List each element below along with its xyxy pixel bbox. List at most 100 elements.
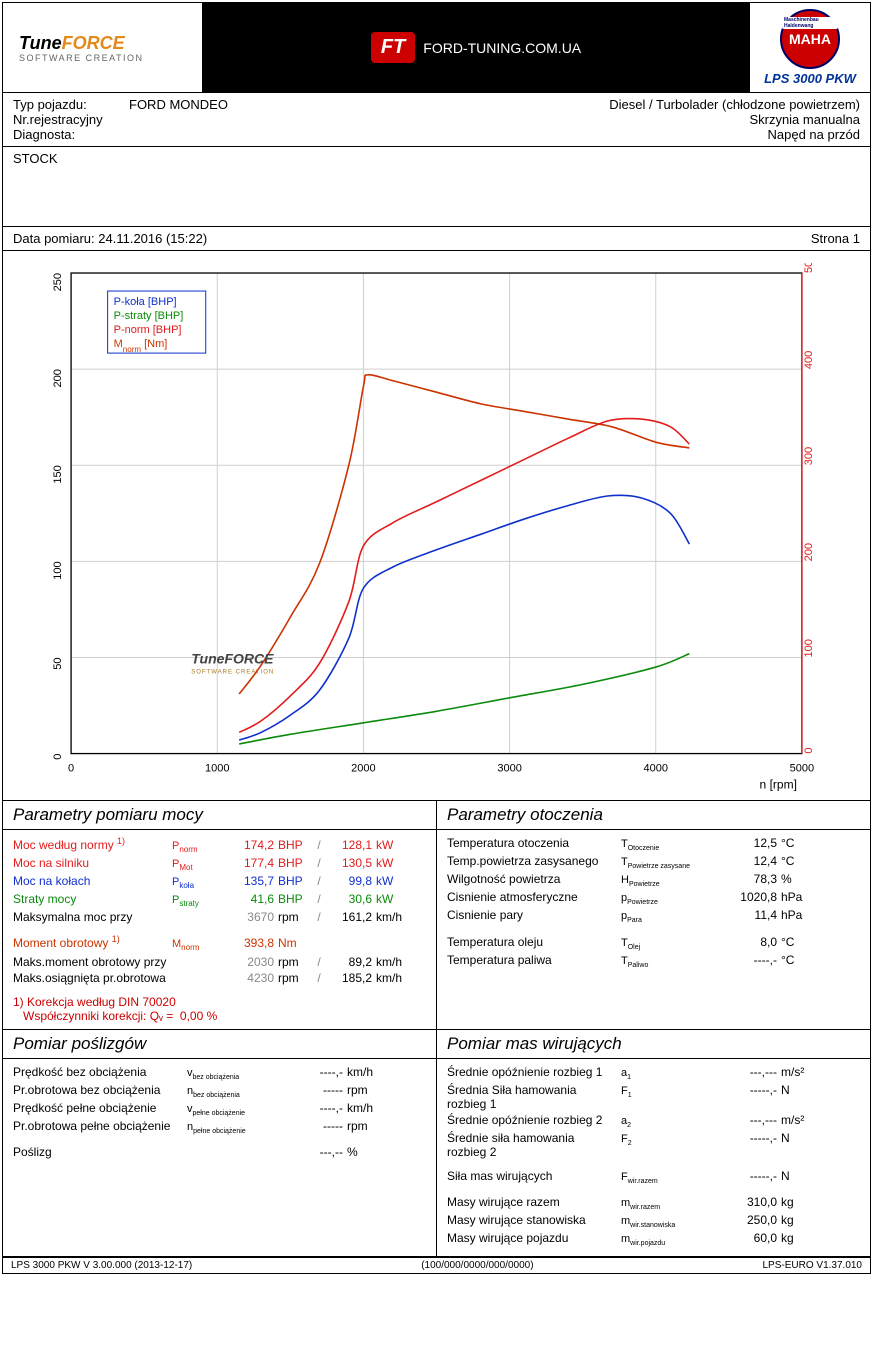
env-val: -----: [295, 1083, 343, 1097]
param-row: Moc według normy 1) Pnorm 174,2 BHP / 12…: [13, 836, 426, 854]
param-u2: kW: [376, 838, 410, 852]
env-row: Masy wirujące stanowiska mwir.stanowiska…: [447, 1213, 860, 1229]
env-sym: pPara: [621, 910, 725, 924]
env-unit: kg: [781, 1231, 819, 1245]
env-row: Temperatura oleju TOlej 8,0 °C: [447, 935, 860, 951]
param-label: Moc na kołach: [13, 874, 168, 888]
param-sym: PMot: [172, 858, 226, 872]
env-sym: a1: [621, 1067, 725, 1081]
env-label: Cisnienie atmosferyczne: [447, 890, 617, 904]
param-u2: km/h: [376, 955, 410, 969]
env-val: 1020,8: [729, 890, 777, 904]
svg-text:300: 300: [803, 447, 815, 465]
param-v1: 3670: [230, 910, 274, 924]
env-sym: vpełne obciążenie: [187, 1103, 291, 1117]
svg-text:n [rpm]: n [rpm]: [760, 778, 797, 792]
env-row: Cisnienie pary pPara 11,4 hPa: [447, 908, 860, 924]
param-row: Moc na kołach Pkoła 135,7 BHP / 99,8 kW: [13, 874, 426, 890]
lps-model: LPS 3000 PKW: [764, 71, 856, 86]
env-val: ----,-: [729, 953, 777, 967]
section-slip-mass: Pomiar poślizgów Prędkość bez obciążenia…: [3, 1030, 870, 1257]
env-unit: km/h: [347, 1065, 385, 1079]
footnote: 1) Korekcja według DIN 70020 Współczynni…: [13, 995, 426, 1023]
logo-maha: Maschinenbau Haldenwang MAHA LPS 3000 PK…: [750, 3, 870, 92]
param-v1: 4230: [230, 971, 274, 985]
param-v1: 135,7: [230, 874, 274, 888]
param-u1: BHP: [278, 892, 310, 906]
param-u1: Nm: [278, 936, 310, 950]
param-v1: 177,4: [230, 856, 274, 870]
slip-last: Poślizg---,--%: [13, 1145, 426, 1159]
env-label: Średnie opóźnienie rozbieg 1: [447, 1065, 617, 1079]
env-unit: hPa: [781, 908, 819, 922]
footer-left: LPS 3000 PKW V 3.00.000 (2013-12-17): [11, 1260, 192, 1271]
maha-icon: Maschinenbau Haldenwang MAHA: [780, 9, 840, 69]
param-v1: 41,6: [230, 892, 274, 906]
param-v1: 393,8: [230, 936, 274, 950]
param-v2: 130,5: [328, 856, 372, 870]
env-val: 11,4: [729, 908, 777, 922]
env-row: Wilgotność powietrza HPowietrze 78,3 %: [447, 872, 860, 888]
diag-label: Diagnosta:: [13, 127, 123, 142]
env-val: -----,-: [729, 1169, 777, 1183]
env-val: 60,0: [729, 1231, 777, 1245]
env-unit: rpm: [347, 1119, 385, 1133]
type-label: Typ pojazdu:: [13, 97, 123, 112]
env-unit: °C: [781, 935, 819, 949]
param-u2: km/h: [376, 971, 410, 985]
env-label: Temp.powietrza zasysanego: [447, 854, 617, 868]
env-unit: N: [781, 1131, 819, 1145]
env-sym: Fwir.razem: [621, 1171, 725, 1185]
env-row: Masy wirujące razem mwir.razem 310,0 kg: [447, 1195, 860, 1211]
param-u1: rpm: [278, 971, 310, 985]
env-row: Temp.powietrza zasysanego TPowietrze zas…: [447, 854, 860, 870]
svg-text:P-koła [BHP]: P-koła [BHP]: [114, 296, 177, 308]
env-sym: F2: [621, 1133, 725, 1147]
env-body: Temperatura otoczenia TOtoczenie 12,5 °C…: [437, 830, 870, 977]
env-sym: TPaliwo: [621, 955, 725, 969]
env-sym: mwir.razem: [621, 1197, 725, 1211]
svg-text:0: 0: [52, 754, 64, 760]
env-row: Średnia Siła hamowania rozbieg 1 F1 ----…: [447, 1083, 860, 1111]
env-sym: TPowietrze zasysane: [621, 856, 725, 870]
vehicle-info: Typ pojazdu:FORD MONDEO Diesel / Turbola…: [3, 93, 870, 147]
param-label: Maks.moment obrotowy przy: [13, 955, 168, 969]
env-unit: km/h: [347, 1101, 385, 1115]
env-row: Średnie opóźnienie rozbieg 2 a2 ---,--- …: [447, 1113, 860, 1129]
env-val: ---,---: [729, 1065, 777, 1079]
env-label: Pr.obrotowa pełne obciążenie: [13, 1119, 183, 1133]
dyno-chart: 0501001502002500100200300400500010002000…: [3, 251, 870, 801]
param-row: Moc na silniku PMot 177,4 BHP / 130,5 kW: [13, 856, 426, 872]
env-val: 250,0: [729, 1213, 777, 1227]
svg-text:P-norm [BHP]: P-norm [BHP]: [114, 324, 182, 336]
software-creation: SOFTWARE CREATION: [19, 53, 144, 63]
svg-text:200: 200: [803, 543, 815, 561]
env-unit: N: [781, 1169, 819, 1183]
veh-right2: Skrzynia manualna: [749, 112, 860, 127]
slip-title: Pomiar poślizgów: [3, 1030, 436, 1059]
svg-text:3000: 3000: [497, 763, 521, 775]
env-unit: %: [781, 872, 819, 886]
env-label: Temperatura oleju: [447, 935, 617, 949]
env-label: Średnia Siła hamowania rozbieg 1: [447, 1083, 617, 1111]
env-val: 12,4: [729, 854, 777, 868]
svg-text:50: 50: [52, 657, 64, 669]
env-label: Temperatura otoczenia: [447, 836, 617, 850]
env-label: Pr.obrotowa bez obciążenia: [13, 1083, 183, 1097]
env-val: ----,-: [295, 1101, 343, 1115]
header-logos: TuneFORCE SOFTWARE CREATION FT FORD-TUNI…: [3, 3, 870, 93]
param-v2: 99,8: [328, 874, 372, 888]
footer: LPS 3000 PKW V 3.00.000 (2013-12-17) (10…: [3, 1257, 870, 1273]
type-value: FORD MONDEO: [129, 97, 228, 112]
veh-right3: Napęd na przód: [767, 127, 860, 142]
report-page: TuneFORCE SOFTWARE CREATION FT FORD-TUNI…: [2, 2, 871, 1274]
env-label: Prędkość bez obciążenia: [13, 1065, 183, 1079]
env-val: -----: [295, 1119, 343, 1133]
maha-text: MAHA: [789, 31, 831, 47]
slip-body: Prędkość bez obciążenia vbez obciążenia …: [3, 1059, 436, 1168]
env-row: Prędkość pełne obciążenie vpełne obciąże…: [13, 1101, 426, 1117]
param-u2: kW: [376, 874, 410, 888]
env-sym: HPowietrze: [621, 874, 725, 888]
mass-body: Średnie opóźnienie rozbieg 1 a1 ---,--- …: [437, 1059, 870, 1256]
ft-url: FORD-TUNING.COM.UA: [423, 40, 581, 56]
